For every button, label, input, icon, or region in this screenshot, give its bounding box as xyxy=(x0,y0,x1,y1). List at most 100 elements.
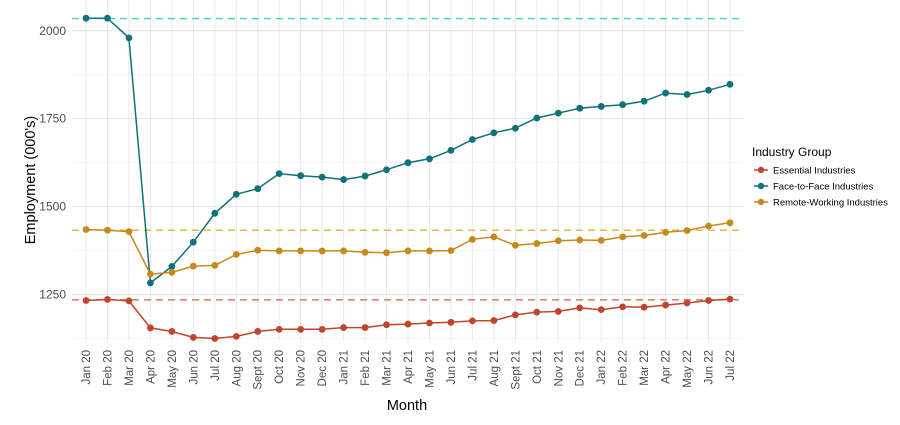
data-point xyxy=(683,91,691,98)
data-point xyxy=(662,89,669,97)
data-point xyxy=(318,325,326,333)
data-point xyxy=(683,299,691,307)
x-tick-label: Jan 21 xyxy=(339,350,351,385)
grid xyxy=(72,0,744,342)
data-point xyxy=(147,270,154,278)
legend-item: Essential Industries xyxy=(754,166,856,177)
x-tick-label: May 21 xyxy=(425,350,437,388)
x-tick-label: Jan 22 xyxy=(596,350,608,385)
data-point xyxy=(576,104,584,112)
data-point xyxy=(554,308,562,315)
data-point xyxy=(426,155,433,163)
data-point xyxy=(189,262,197,270)
data-point xyxy=(469,235,476,243)
x-tick-label: Nov 20 xyxy=(296,350,308,386)
data-point xyxy=(318,247,326,255)
data-point xyxy=(361,248,369,256)
series-2 xyxy=(82,219,734,278)
data-point xyxy=(533,308,541,316)
data-point xyxy=(404,320,412,328)
data-point xyxy=(383,249,390,257)
data-point xyxy=(426,319,433,327)
legend-item: Face-to-Face Industries xyxy=(754,182,874,193)
data-point xyxy=(447,146,455,154)
series xyxy=(82,14,734,342)
data-point xyxy=(533,240,541,247)
x-tick-label: May 20 xyxy=(167,350,179,388)
data-point xyxy=(597,236,605,244)
x-tick-label: May 22 xyxy=(682,350,694,388)
data-point xyxy=(125,297,133,305)
y-tick-label: 1500 xyxy=(39,200,66,214)
data-point xyxy=(640,97,648,105)
data-point xyxy=(726,80,734,88)
data-point xyxy=(361,172,369,180)
legend-items: Essential Industries Face-to-Face Industr… xyxy=(754,166,888,209)
data-point xyxy=(511,311,519,319)
legend-title: Industry Group xyxy=(752,145,832,159)
data-point xyxy=(447,247,455,254)
data-point xyxy=(490,317,498,324)
data-point xyxy=(82,226,90,233)
x-tick-label: Feb 20 xyxy=(103,350,115,386)
data-point xyxy=(211,209,219,217)
data-point xyxy=(340,176,347,183)
data-point xyxy=(82,297,90,304)
data-point xyxy=(726,219,734,227)
x-tick-label: Oct 20 xyxy=(274,350,286,384)
data-point xyxy=(640,232,648,239)
x-axis-title: Month xyxy=(387,398,427,414)
x-tick-label: Sept 20 xyxy=(253,350,265,390)
data-point xyxy=(447,318,455,326)
x-tick-label: Dec 20 xyxy=(317,350,329,386)
data-point xyxy=(404,159,412,167)
data-point xyxy=(554,109,562,117)
data-point xyxy=(426,247,433,255)
data-point xyxy=(189,238,197,246)
legend-key-point xyxy=(757,198,765,206)
data-point xyxy=(490,233,498,241)
data-point xyxy=(340,324,347,331)
x-tick-label: Aug 21 xyxy=(489,350,501,386)
x-tick-label: Jul 21 xyxy=(467,350,479,381)
y-axis-title: Employment (000's) xyxy=(23,116,39,244)
reference-lines xyxy=(72,17,744,301)
x-tick-label: Apr 20 xyxy=(145,350,157,384)
data-point xyxy=(705,86,712,94)
data-point xyxy=(383,166,390,174)
data-point xyxy=(340,247,347,255)
data-point xyxy=(275,247,283,255)
data-point xyxy=(490,129,498,137)
legend-label: Remote-Working Industries xyxy=(773,198,888,209)
data-point xyxy=(705,297,712,304)
x-tick-label: Apr 21 xyxy=(403,350,415,384)
data-point xyxy=(254,246,262,254)
data-point xyxy=(469,136,476,143)
legend: Industry Group Essential Industries Face-… xyxy=(752,145,888,209)
data-point xyxy=(511,124,519,132)
x-tick-label: Mar 20 xyxy=(124,350,136,386)
x-tick-label: Feb 22 xyxy=(618,350,630,386)
data-point xyxy=(469,317,476,325)
data-point xyxy=(125,34,133,42)
y-tick-labels: 1250 1500 1750 2000 xyxy=(39,24,66,302)
x-tick-label: Mar 21 xyxy=(382,350,394,386)
data-point xyxy=(82,14,90,22)
data-point xyxy=(619,233,627,241)
x-tick-label: Jun 21 xyxy=(446,350,458,385)
data-point xyxy=(662,228,669,236)
data-point xyxy=(125,228,133,236)
data-point xyxy=(662,301,669,309)
data-point xyxy=(597,103,605,110)
data-point xyxy=(168,268,176,276)
data-point xyxy=(211,261,219,269)
data-point xyxy=(361,324,369,331)
data-point xyxy=(254,185,262,193)
legend-key-point xyxy=(757,166,765,174)
data-point xyxy=(318,173,326,181)
data-point xyxy=(211,335,219,342)
data-point xyxy=(104,14,111,22)
data-point xyxy=(254,328,262,335)
data-point xyxy=(619,101,627,109)
